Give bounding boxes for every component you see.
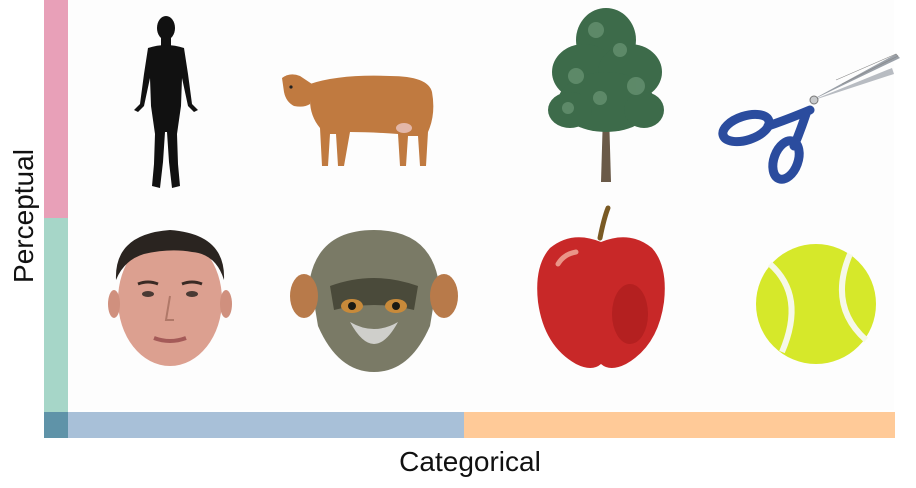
categorical-bar-left [68, 412, 464, 438]
human-face-image [108, 220, 232, 372]
human-body-silhouette-image [126, 14, 206, 192]
perceptual-bar-top [44, 0, 68, 218]
categorical-bar-right [464, 412, 895, 438]
axis-corner-block [44, 412, 68, 438]
y-axis-label: Perceptual [8, 149, 39, 283]
cow-image [280, 70, 436, 168]
tennis-ball-image [752, 240, 880, 368]
apple-image [534, 204, 668, 372]
monkey-face-image [290, 226, 458, 374]
x-axis-label: Categorical [399, 446, 541, 477]
scissors-image [716, 50, 902, 184]
tree-image [546, 6, 666, 184]
perceptual-bar-bottom [44, 218, 68, 412]
